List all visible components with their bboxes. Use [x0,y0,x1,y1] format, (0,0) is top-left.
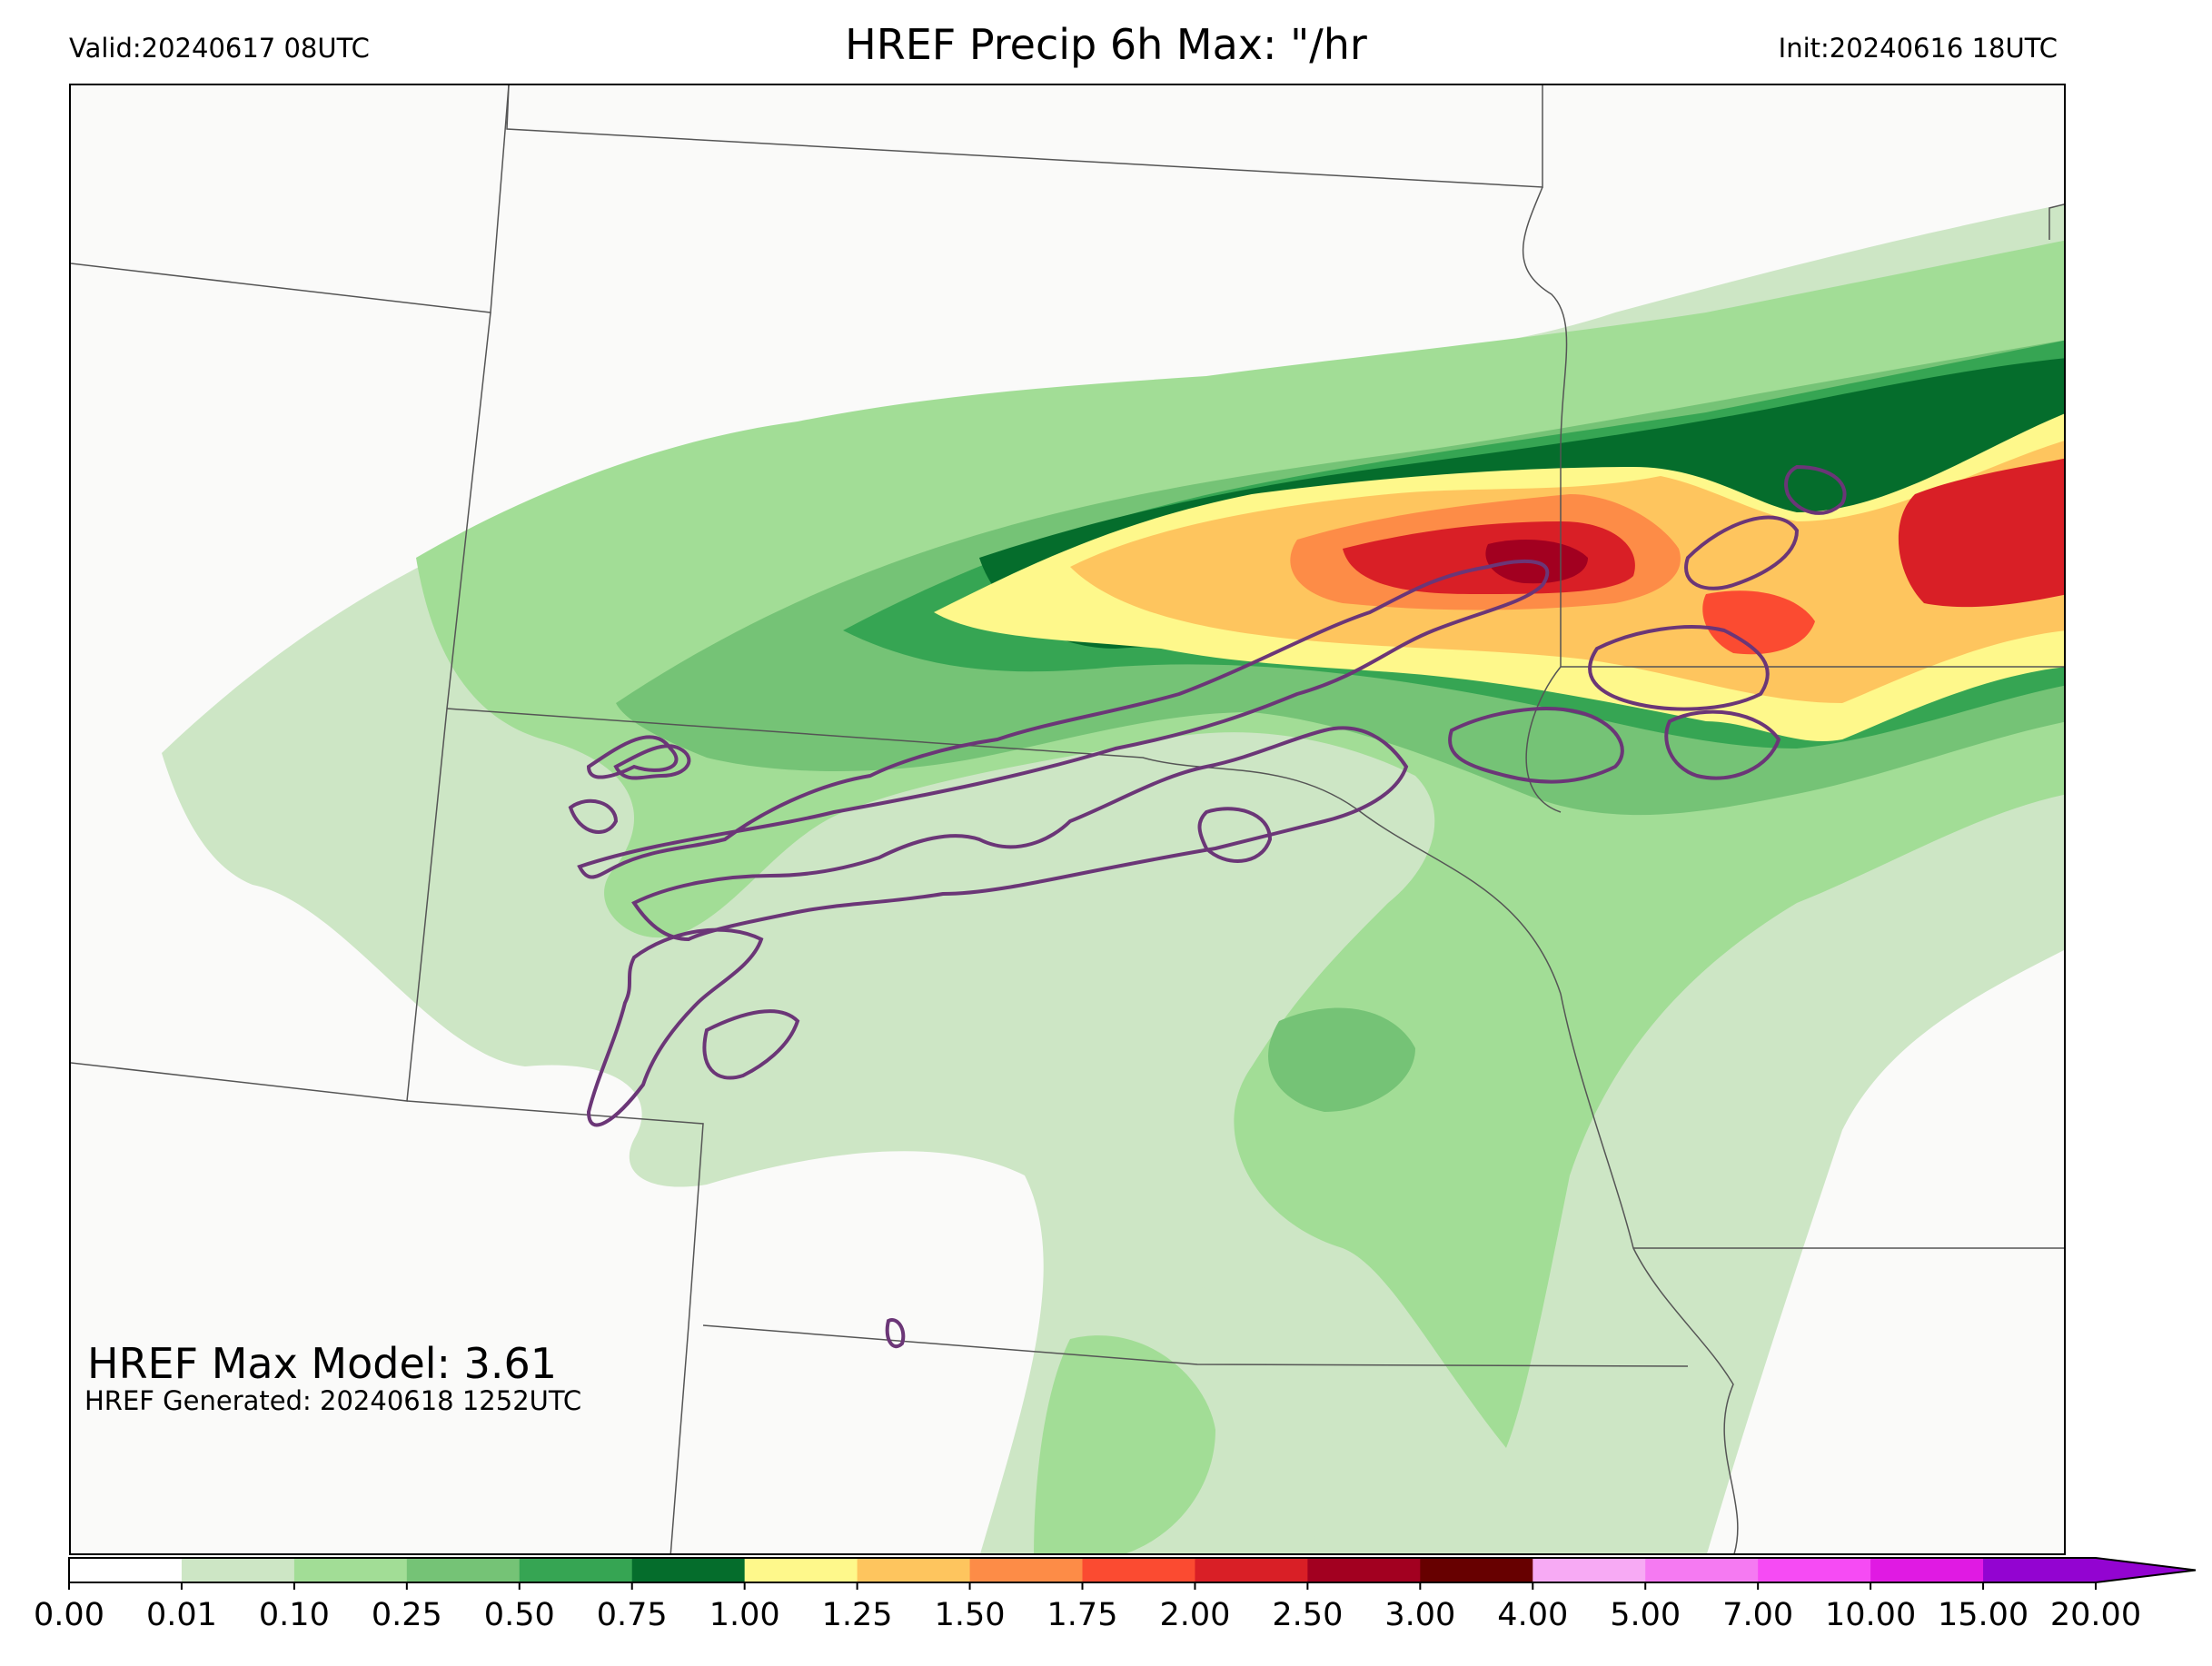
colorbar-tick-label: 5.00 [1610,1597,1681,1633]
colorbar-swatch [1420,1558,1533,1582]
colorbar-swatch [631,1558,746,1582]
colorbar-tick-label: 0.10 [258,1597,330,1633]
colorbar-swatch [857,1558,971,1582]
colorbar-swatch [181,1558,295,1582]
colorbar-tick-label: 2.50 [1272,1597,1344,1633]
precip-field-extreme [934,413,2064,742]
colorbar-swatch [744,1558,858,1582]
colorbar-swatch [1307,1558,1421,1582]
colorbar-tick-label: 1.25 [821,1597,893,1633]
colorbar-tick-label: 0.01 [145,1597,217,1633]
state-boundaries [71,85,2064,1553]
max-model-label: HREF Max Model: 3.61 [87,1339,558,1388]
colorbar-tick-label: 2.00 [1159,1597,1231,1633]
colorbar-tick-label: 1.50 [934,1597,1006,1633]
colorbar-swatch [1758,1558,1871,1582]
valid-time-label: Valid:20240617 08UTC [69,33,370,64]
colorbar-tick-label: 0.00 [34,1597,104,1633]
colorbar-tick-label: 10.00 [1825,1597,1917,1633]
colorbar-swatch [69,1558,183,1582]
probability-contours [568,464,1847,1349]
init-time-label: Init:20240616 18UTC [1778,33,2058,64]
colorbar-swatch [1195,1558,1308,1582]
colorbar-swatch [519,1558,633,1582]
colorbar-extend-arrow [2096,1558,2196,1582]
colorbar-tick-label: 1.75 [1046,1597,1118,1633]
colorbar-tick-label: 0.50 [483,1597,555,1633]
colorbar-swatch [1533,1558,1646,1582]
colorbar-swatch [293,1558,408,1582]
colorbar-tick-label: 4.00 [1497,1597,1569,1633]
map-title: HREF Precip 6h Max: "/hr [845,20,1367,69]
colorbar-tick-label: 7.00 [1722,1597,1794,1633]
precip-map-canvas [71,85,2064,1553]
colorbar-swatch [1645,1558,1759,1582]
colorbar-swatch [1983,1558,2097,1582]
colorbar-tick-label: 20.00 [2049,1597,2142,1633]
colorbar-outline [68,1557,2197,1583]
colorbar-tick-label: 3.00 [1384,1597,1456,1633]
colorbar-swatch [1870,1558,1984,1582]
colorbar-swatch [1082,1558,1195,1582]
colorbar-tick-label: 1.00 [709,1597,780,1633]
colorbar-tick-label: 15.00 [1937,1597,2029,1633]
colorbar-tick-label: 0.75 [596,1597,668,1633]
precip-map [69,84,2066,1555]
colorbar-swatch [406,1558,521,1582]
generated-time-label: HREF Generated: 20240618 1252UTC [84,1385,582,1416]
colorbar-tick-label: 0.25 [371,1597,442,1633]
colorbar-swatch [969,1558,1083,1582]
